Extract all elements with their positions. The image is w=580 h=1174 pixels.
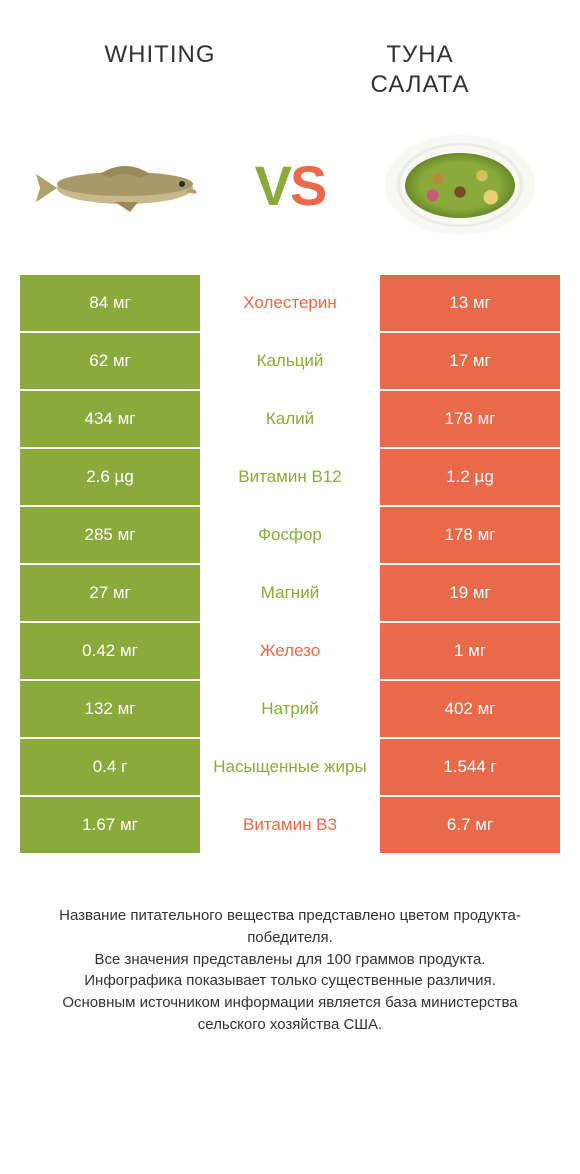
left-value: 0.4 г bbox=[20, 739, 200, 797]
vs-label: VS bbox=[255, 153, 326, 218]
right-value: 1 мг bbox=[380, 623, 560, 681]
footer-line: Основным источником информации является … bbox=[30, 992, 550, 1036]
table-row: 84 мгХолестерин13 мг bbox=[20, 275, 560, 333]
left-value: 132 мг bbox=[20, 681, 200, 739]
table-row: 62 мгКальций17 мг bbox=[20, 333, 560, 391]
right-value: 6.7 мг bbox=[380, 797, 560, 855]
table-row: 285 мгФосфор178 мг bbox=[20, 507, 560, 565]
right-value: 17 мг bbox=[380, 333, 560, 391]
nutrient-label: Насыщенные жиры bbox=[200, 739, 380, 797]
footer-line: Инфографика показывает только существенн… bbox=[30, 970, 550, 992]
right-value: 178 мг bbox=[380, 507, 560, 565]
footer-notes: Название питательного вещества представл… bbox=[30, 905, 550, 1036]
tuna-salad-image bbox=[370, 125, 550, 245]
right-value: 1.544 г bbox=[380, 739, 560, 797]
comparison-table: 84 мгХолестерин13 мг62 мгКальций17 мг434… bbox=[20, 275, 560, 855]
table-row: 434 мгКалий178 мг bbox=[20, 391, 560, 449]
vs-v: V bbox=[255, 154, 290, 217]
right-value: 19 мг bbox=[380, 565, 560, 623]
right-value: 402 мг bbox=[380, 681, 560, 739]
right-value: 178 мг bbox=[380, 391, 560, 449]
footer-line: Название питательного вещества представл… bbox=[30, 905, 550, 949]
nutrient-label: Фосфор bbox=[200, 507, 380, 565]
right-value: 13 мг bbox=[380, 275, 560, 333]
left-product-title: WHITING bbox=[50, 40, 270, 100]
nutrient-label: Витамин B3 bbox=[200, 797, 380, 855]
right-product-title: ТУНА САЛАТА bbox=[310, 40, 530, 100]
table-row: 0.42 мгЖелезо1 мг bbox=[20, 623, 560, 681]
table-row: 132 мгНатрий402 мг bbox=[20, 681, 560, 739]
left-value: 434 мг bbox=[20, 391, 200, 449]
footer-line: Все значения представлены для 100 граммо… bbox=[30, 949, 550, 971]
left-value: 1.67 мг bbox=[20, 797, 200, 855]
left-value: 84 мг bbox=[20, 275, 200, 333]
vs-s: S bbox=[290, 154, 325, 217]
header: WHITING ТУНА САЛАТА bbox=[0, 0, 580, 125]
nutrient-label: Натрий bbox=[200, 681, 380, 739]
right-value: 1.2 µg bbox=[380, 449, 560, 507]
nutrient-label: Магний bbox=[200, 565, 380, 623]
nutrient-label: Витамин B12 bbox=[200, 449, 380, 507]
left-value: 27 мг bbox=[20, 565, 200, 623]
nutrient-label: Холестерин bbox=[200, 275, 380, 333]
image-row: VS bbox=[0, 125, 580, 275]
nutrient-label: Железо bbox=[200, 623, 380, 681]
table-row: 0.4 гНасыщенные жиры1.544 г bbox=[20, 739, 560, 797]
table-row: 1.67 мгВитамин B36.7 мг bbox=[20, 797, 560, 855]
nutrient-label: Калий bbox=[200, 391, 380, 449]
left-value: 0.42 мг bbox=[20, 623, 200, 681]
left-value: 2.6 µg bbox=[20, 449, 200, 507]
whiting-fish-image bbox=[30, 125, 210, 245]
table-row: 27 мгМагний19 мг bbox=[20, 565, 560, 623]
table-row: 2.6 µgВитамин B121.2 µg bbox=[20, 449, 560, 507]
left-value: 285 мг bbox=[20, 507, 200, 565]
nutrient-label: Кальций bbox=[200, 333, 380, 391]
left-value: 62 мг bbox=[20, 333, 200, 391]
